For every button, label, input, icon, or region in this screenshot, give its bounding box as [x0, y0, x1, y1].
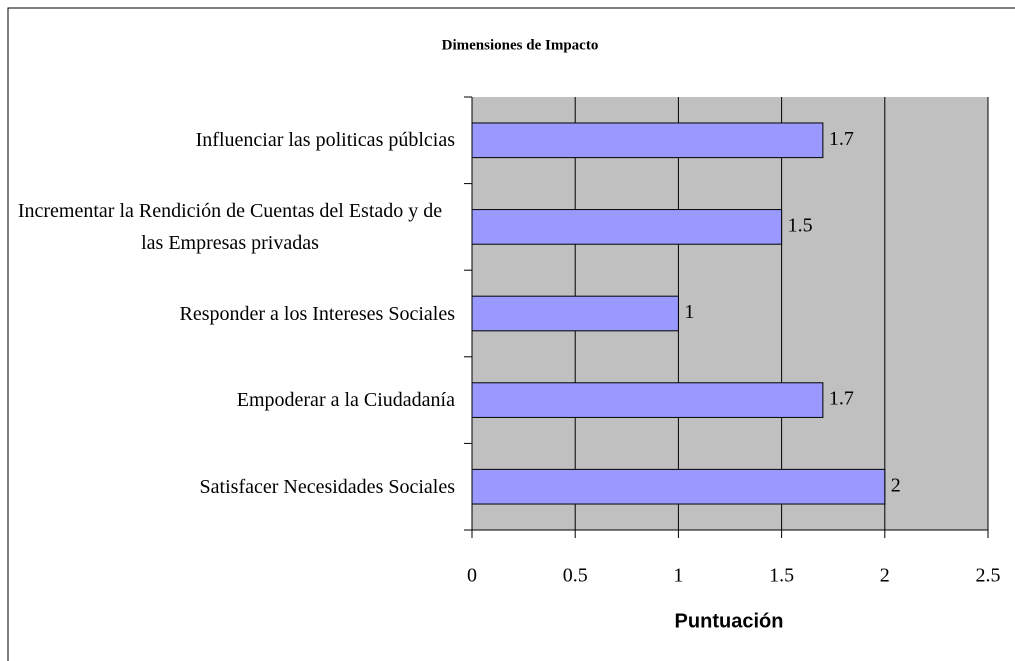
- bar: [471, 382, 824, 418]
- x-tick-label: 1: [673, 565, 683, 587]
- x-tick-label: 2: [880, 565, 890, 587]
- y-tick-label: Responder a los Intereses Sociales: [179, 302, 455, 325]
- y-tick-label: Incrementar la Rendición de Cuentas del …: [17, 199, 443, 254]
- chart-title: Dimensiones de Impacto: [442, 37, 599, 53]
- x-tick-label: 1.5: [769, 565, 794, 587]
- category-label-box: Influenciar las politicas públcias: [5, 124, 455, 156]
- category-label-box: Empoderar a la Ciudadanía: [5, 384, 455, 416]
- bar: [471, 295, 679, 332]
- x-axis-label: Puntuación: [675, 610, 784, 632]
- x-tick-label: 0: [467, 565, 477, 587]
- chart-frame: [7, 7, 1015, 661]
- data-label: 1.7: [829, 388, 854, 410]
- category-label-box: Incrementar la Rendición de Cuentas del …: [5, 195, 455, 259]
- data-label: 1.7: [829, 128, 854, 150]
- y-tick-label: Satisfacer Necesidades Sociales: [199, 475, 455, 498]
- y-tick-label: Influenciar las politicas públcias: [195, 129, 455, 152]
- x-tick-label: 2.5: [976, 565, 1001, 587]
- bar: [471, 122, 824, 159]
- category-label-box: Responder a los Intereses Sociales: [5, 298, 455, 330]
- data-label: 1.5: [788, 214, 813, 236]
- data-label: 2: [891, 474, 901, 496]
- y-tick-label: Empoderar a la Ciudadanía: [236, 389, 455, 412]
- bar: [471, 209, 783, 245]
- bar: [471, 468, 886, 505]
- data-label: 1: [684, 301, 694, 323]
- x-tick-label: 0.5: [563, 565, 588, 587]
- category-label-box: Satisfacer Necesidades Sociales: [5, 471, 455, 503]
